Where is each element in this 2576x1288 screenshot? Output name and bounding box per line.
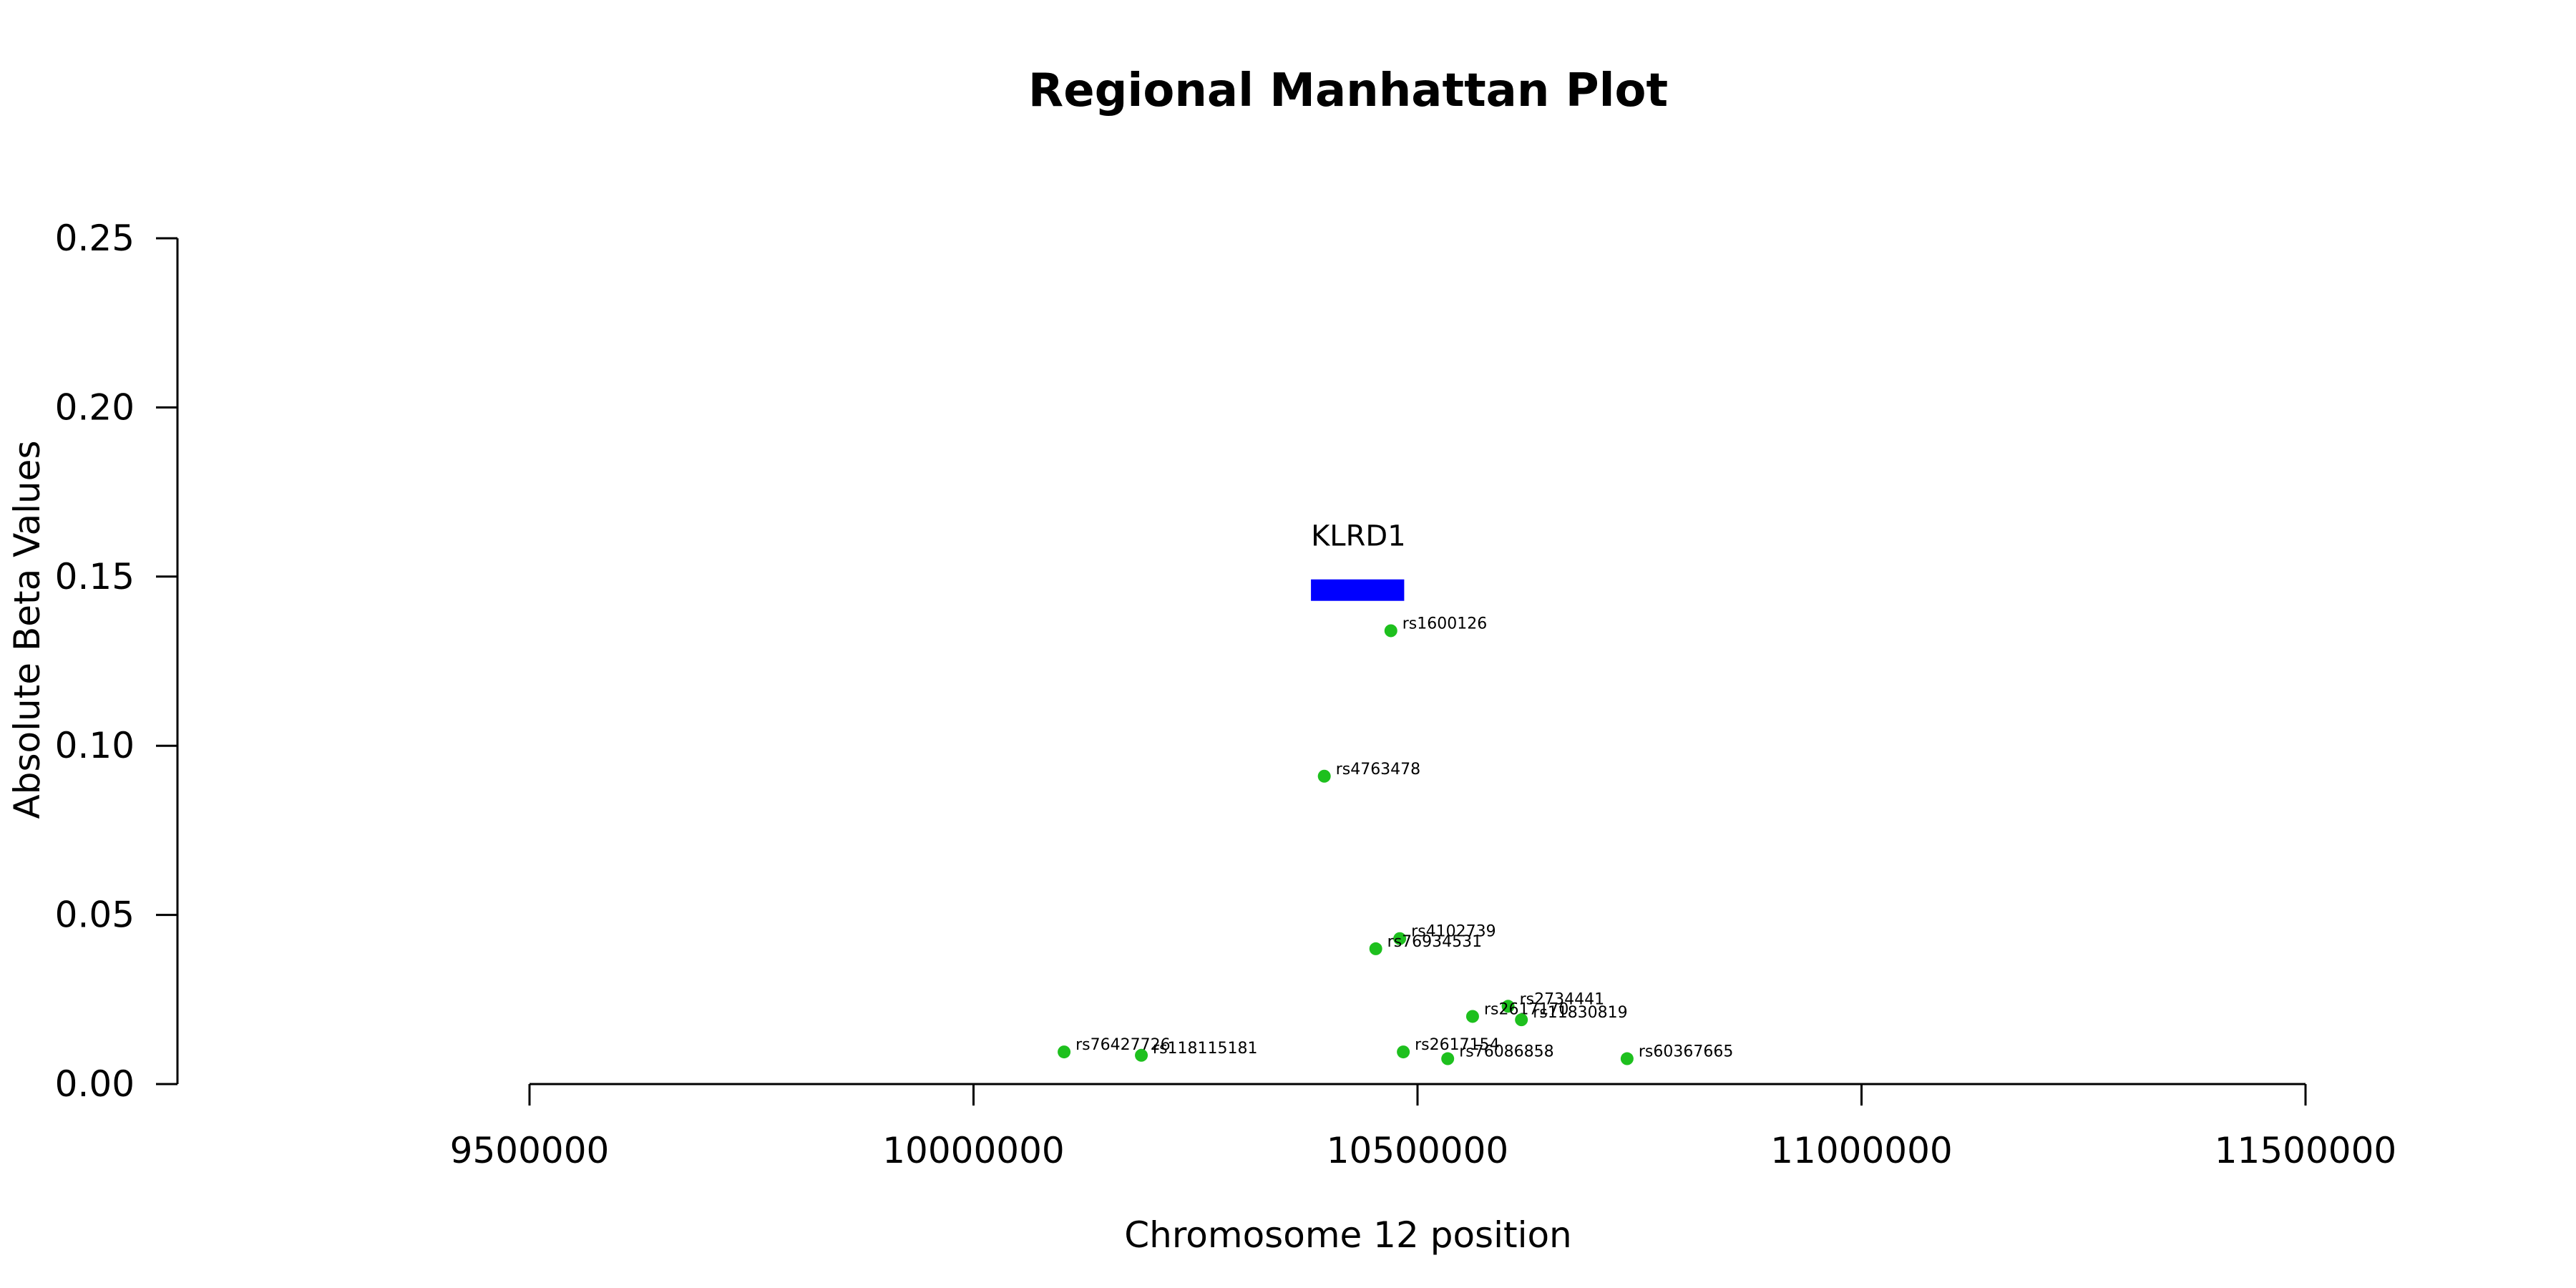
y-axis: 0.00 0.05 0.10 0.15 0.20 0.25 — [55, 218, 179, 1105]
snp-label: rs76086858 — [1459, 1043, 1553, 1061]
gene-track: KLRD1 — [1311, 520, 1406, 601]
y-tick-label: 0.05 — [55, 894, 135, 936]
snp-label: rs4763478 — [1336, 761, 1421, 779]
snp-point — [1369, 942, 1382, 955]
snp-point — [1620, 1052, 1634, 1065]
snp-label: rs1600126 — [1402, 615, 1488, 633]
snp-label: rs60367665 — [1639, 1043, 1733, 1061]
snp-label: rs4102739 — [1411, 923, 1496, 941]
snp-point — [1501, 1000, 1515, 1013]
snp-label: rs76934531 — [1387, 933, 1482, 951]
snp-point — [1515, 1013, 1528, 1027]
y-tick-label: 0.00 — [55, 1063, 135, 1105]
snp-label: rs2617170 — [1484, 1000, 1569, 1018]
snp-point — [1058, 1045, 1071, 1059]
snp-point — [1465, 1010, 1479, 1023]
snp-label: rs11830819 — [1533, 1004, 1627, 1022]
x-axis: 9500000 10000000 10500000 11000000 11500000 — [450, 1083, 2397, 1171]
snp-point — [1135, 1048, 1148, 1062]
x-tick-label: 11000000 — [1770, 1130, 1953, 1171]
snp-label: rs2734441 — [1520, 990, 1605, 1008]
gene-label: KLRD1 — [1311, 520, 1406, 553]
chart-title: Regional Manhattan Plot — [1028, 64, 1668, 117]
snp-point — [1393, 932, 1407, 945]
x-tick-label: 10000000 — [882, 1130, 1065, 1171]
snp-label: rs76427726 — [1075, 1036, 1170, 1054]
y-tick-label: 0.25 — [55, 218, 135, 259]
snp-label: rs2617154 — [1415, 1036, 1500, 1054]
y-axis-title: Absolute Beta Values — [6, 441, 48, 819]
snp-point — [1384, 624, 1397, 638]
snp-label: rs118115181 — [1153, 1040, 1257, 1058]
gene-bar-klrd1 — [1311, 579, 1405, 601]
x-tick-label: 9500000 — [450, 1130, 610, 1171]
snp-point — [1317, 769, 1331, 783]
y-tick-label: 0.20 — [55, 386, 135, 428]
x-tick-label: 11500000 — [2215, 1130, 2397, 1171]
y-tick-label: 0.10 — [55, 725, 135, 766]
x-axis-title: Chromosome 12 position — [1124, 1214, 1572, 1256]
y-tick-label: 0.15 — [55, 556, 135, 597]
snp-point — [1441, 1052, 1455, 1065]
x-tick-label: 10500000 — [1327, 1130, 1509, 1171]
snp-point — [1397, 1045, 1410, 1059]
